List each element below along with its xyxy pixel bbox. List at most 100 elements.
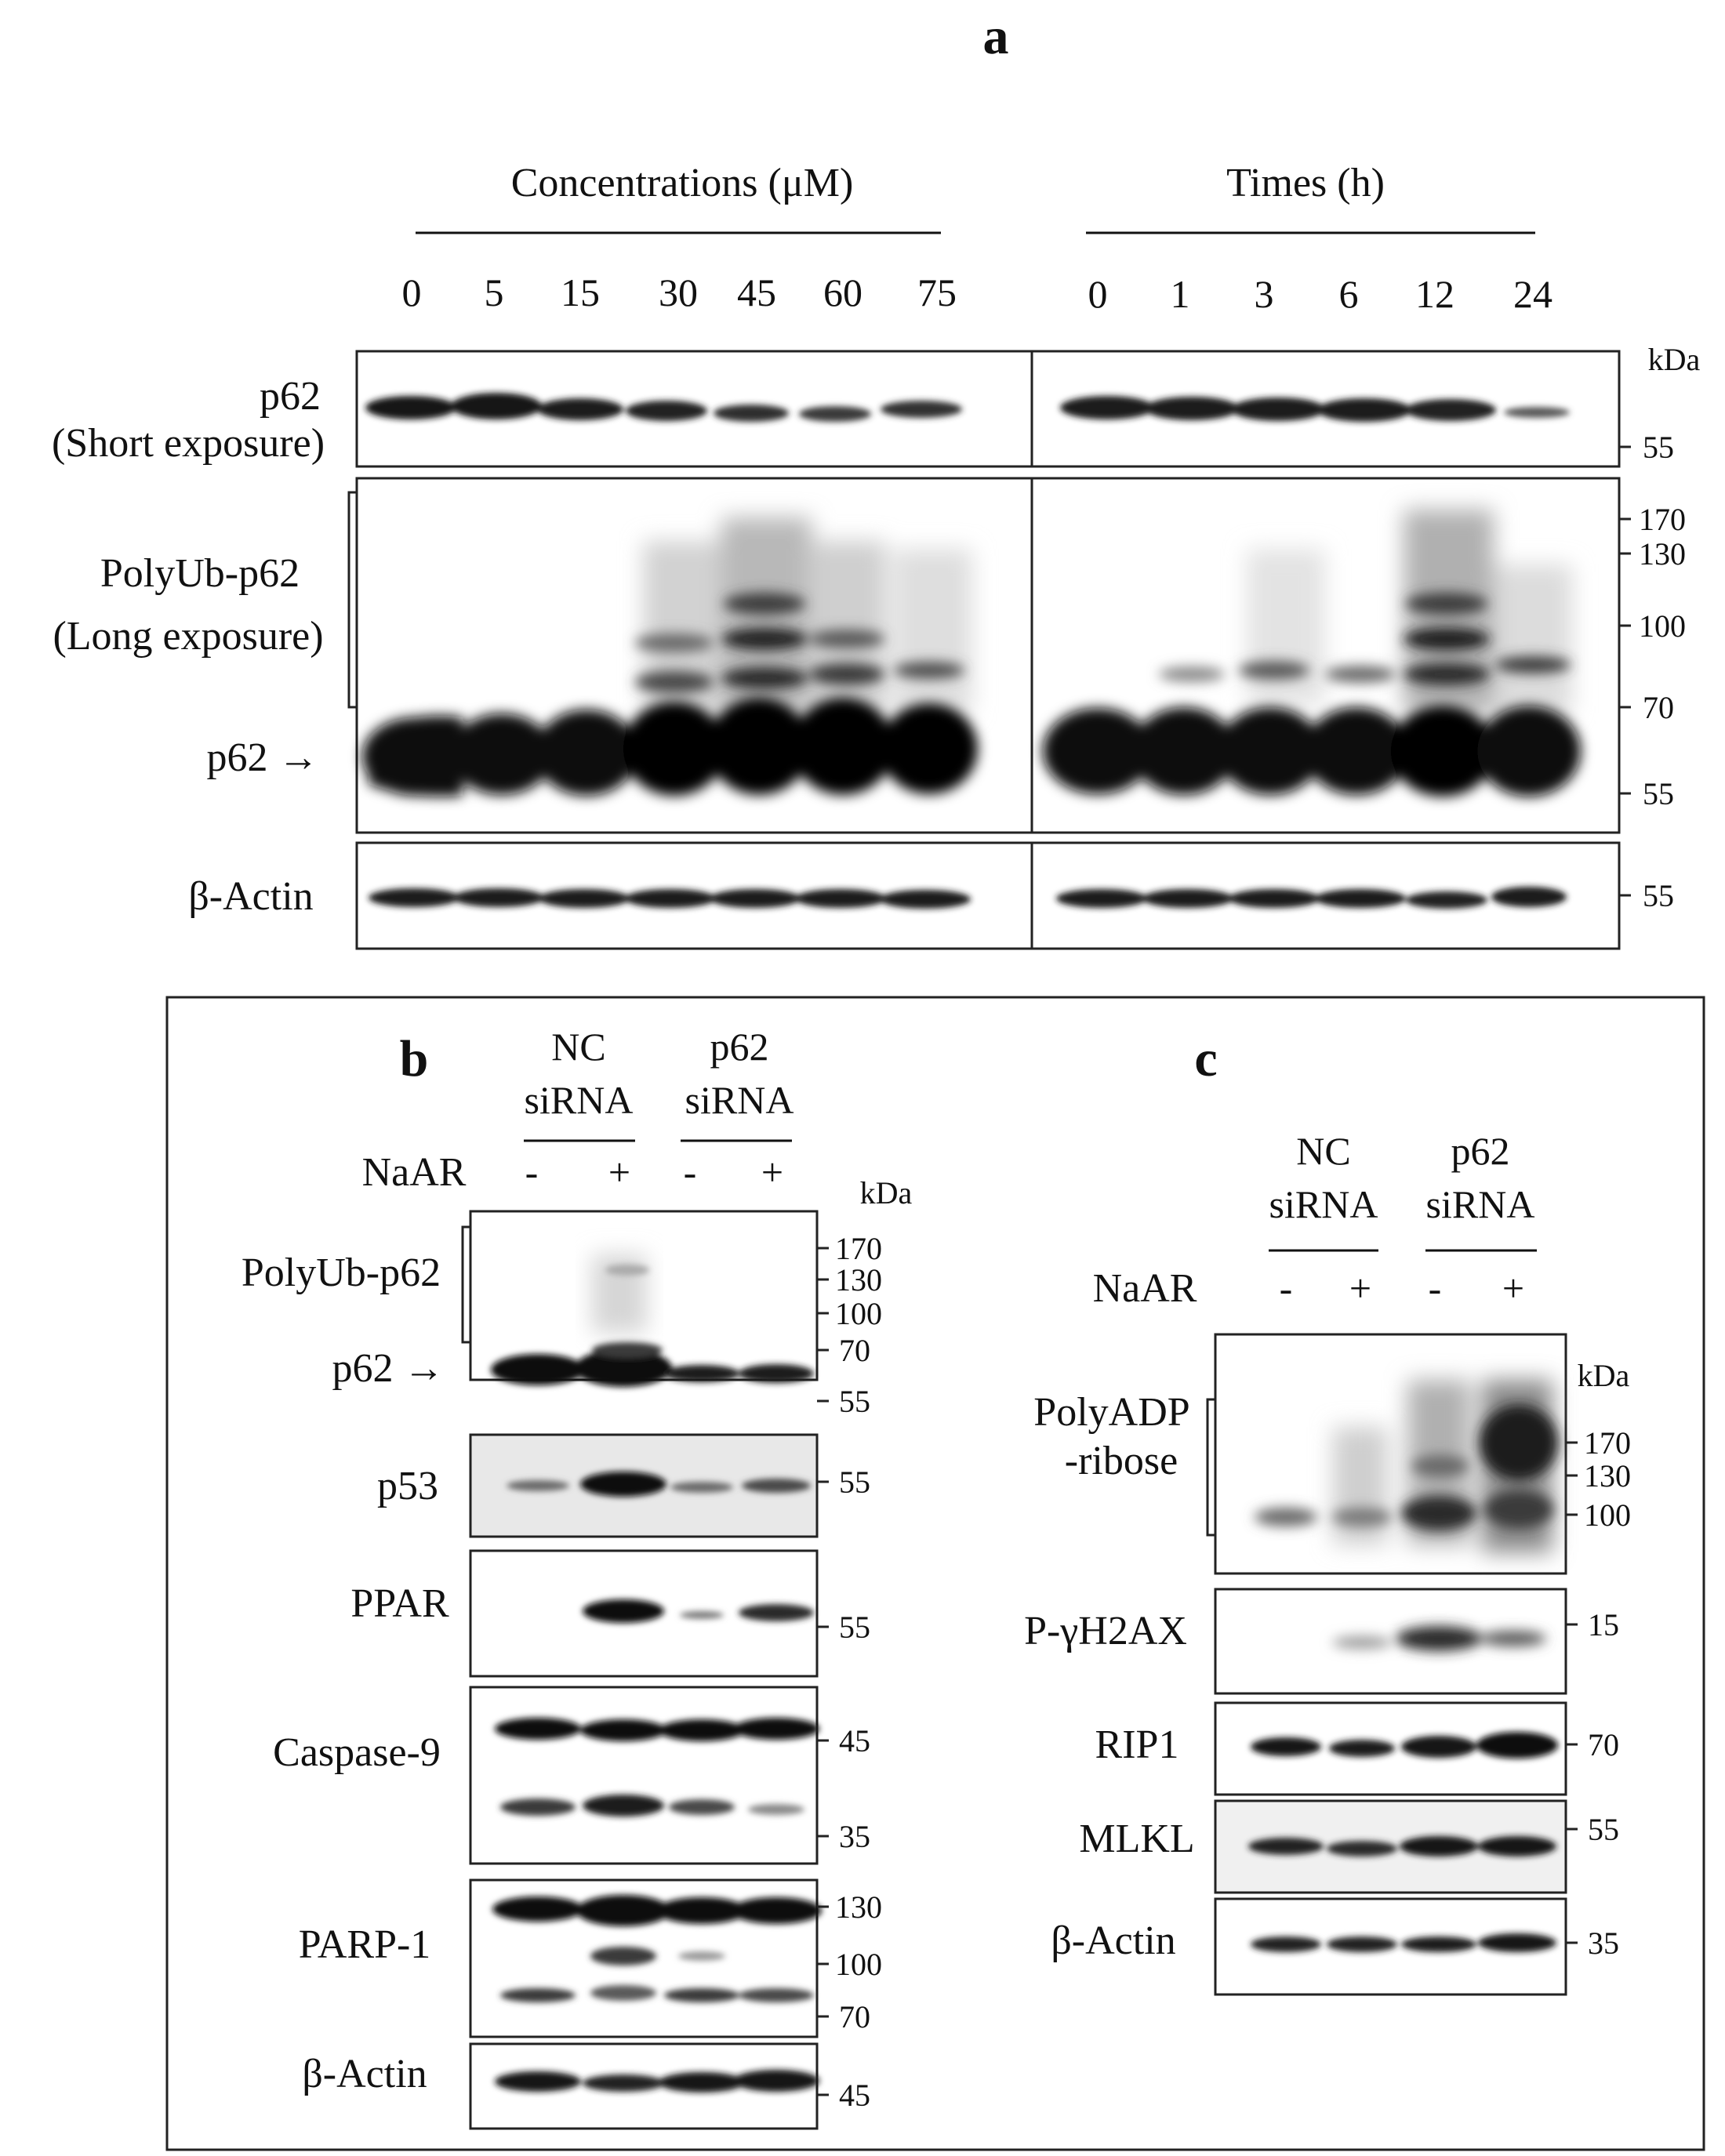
lane-label: 3 [1255,272,1274,316]
blot-label-mlkl: MLKL [1079,1817,1194,1861]
marker-label: 130 [835,1889,882,1925]
marker-label: 45 [839,2078,870,2113]
b-ppar-bands [583,1599,814,1623]
polyub-bracket [347,491,359,709]
polyub-ladder-bands [635,593,1571,693]
lane-label: 30 [659,270,698,314]
polyub-bracket [461,1225,473,1344]
concentration-lane-labels: 0 5 15 30 45 60 75 [402,270,957,314]
panels-bc-frame [165,996,1705,2151]
marker-label: 55 [1588,1812,1619,1847]
c-h2ax-bands [1332,1626,1546,1651]
marker-label: 55 [839,1384,870,1419]
blot-label-rip1: RIP1 [1095,1722,1179,1767]
blot-label-ppar: PPAR [350,1581,449,1626]
marker-label: 35 [839,1819,870,1854]
marker-label: 55 [839,1610,870,1645]
treatment-label: NaAR [1093,1266,1197,1311]
treatment-sign: + [1349,1266,1371,1310]
marker-label: 170 [1584,1425,1631,1461]
lane-label: 6 [1339,272,1359,316]
lane-label: 0 [1088,272,1108,316]
blot-label-parp-1: PARP-1 [299,1922,431,1967]
marker-label: 130 [1584,1458,1631,1494]
marker-label: 70 [1588,1727,1619,1762]
c-polyadp-bands [1255,1405,1558,1530]
group-title-p62-sirna: siRNA [685,1078,794,1122]
marker-label: 55 [839,1465,870,1500]
blot-label-polyub-p62: PolyUb-p62 [242,1250,441,1295]
marker-label: 100 [835,1947,882,1982]
group-title-nc-sirna: siRNA [1269,1182,1378,1226]
blot-label-p-gamma-h2ax: P-γH2AX [1024,1609,1187,1653]
treatment-sign: + [1502,1266,1524,1310]
polyub-markers: 170 130 100 70 55 [1619,502,1686,811]
polyadp-bracket [1206,1398,1218,1537]
group-title-nc-sirna: siRNA [525,1078,634,1122]
lane-label: 24 [1513,272,1552,316]
blot-label-caspase-9: Caspase-9 [273,1730,441,1775]
treatment-sign: - [1429,1266,1442,1310]
treatment-sign: - [684,1150,697,1194]
lane-label: 60 [823,270,862,314]
kda-unit: kDa [1578,1358,1630,1393]
p62-long-bands [362,698,1581,797]
b-caspase-9-bands [495,1718,819,1817]
marker-label: 45 [839,1723,870,1759]
marker-label: 55 [1643,878,1674,913]
group-title-p62: p62 [1451,1129,1510,1173]
blot-label-p53: p53 [377,1464,438,1508]
panel-c: c NC siRNA p62 siRNA NaAR - + - + kDa Po… [1024,1030,1631,1996]
marker-label: 70 [1643,690,1674,725]
b-p62-bands [491,1265,814,1387]
panel-b: b NC siRNA p62 siRNA NaAR - + - + kDa Po… [242,1025,913,2130]
blot-label-beta-actin-c: β-Actin [1051,1918,1175,1963]
panel-a-letter: a [983,8,1009,65]
b-p53-bands [507,1472,811,1497]
marker-label: 15 [1588,1607,1619,1642]
lane-label: 0 [402,270,422,314]
blot-label-beta-actin-b: β-Actin [302,2052,427,2096]
marker-label: 100 [1639,608,1686,644]
treatment-sign: - [525,1150,539,1194]
blot-label-ribose: -ribose [1065,1439,1178,1483]
blot-label-polyadp: PolyADP [1033,1390,1189,1435]
c-rip1-bands [1251,1732,1558,1759]
group-title-nc: NC [1296,1129,1350,1173]
marker-label: 130 [1639,536,1686,572]
b-actin-bands [495,2070,819,2092]
marker-label: 100 [1584,1497,1631,1533]
marker-label: 70 [839,1333,870,1368]
marker-label: 70 [839,1999,870,2034]
marker-label: 55 [1643,430,1674,465]
kda-unit: kDa [860,1175,913,1210]
c-actin-bands [1251,1933,1556,1952]
treatment-sign: - [1280,1266,1293,1310]
blot-label-short-exposure: (Short exposure) [52,421,325,466]
lane-label: 75 [917,270,957,314]
b-polyub-markers: 170 130 100 70 55 [817,1231,882,1419]
treatment-label: NaAR [362,1150,467,1195]
panel-b-letter: b [400,1030,429,1087]
panel-c-letter: c [1194,1030,1217,1087]
marker-label: 35 [1588,1926,1619,1961]
panel-a: a Concentrations (μM) Times (h) 0 5 15 3… [52,8,1701,950]
panel-a-time-title: Times (h) [1226,161,1385,205]
actin-a-bands [369,887,1567,909]
blot-label-p62-short: p62 [260,374,321,419]
c-polyadp-markers: 170 130 100 [1566,1425,1631,1533]
group-title-nc: NC [551,1025,605,1069]
group-title-p62: p62 [710,1025,769,1069]
treatment-sign: + [608,1150,630,1194]
blot-label-beta-actin: β-Actin [188,874,313,919]
marker-label: 170 [835,1231,882,1266]
marker-label: 170 [1639,502,1686,537]
marker-label: 100 [835,1296,882,1331]
lane-label: 5 [485,270,504,314]
lane-label: 45 [737,270,776,314]
b-parp-1-bands [492,1895,822,2002]
p62-arrow-label: p62 → [332,1346,445,1391]
treatment-sign: + [761,1150,783,1194]
